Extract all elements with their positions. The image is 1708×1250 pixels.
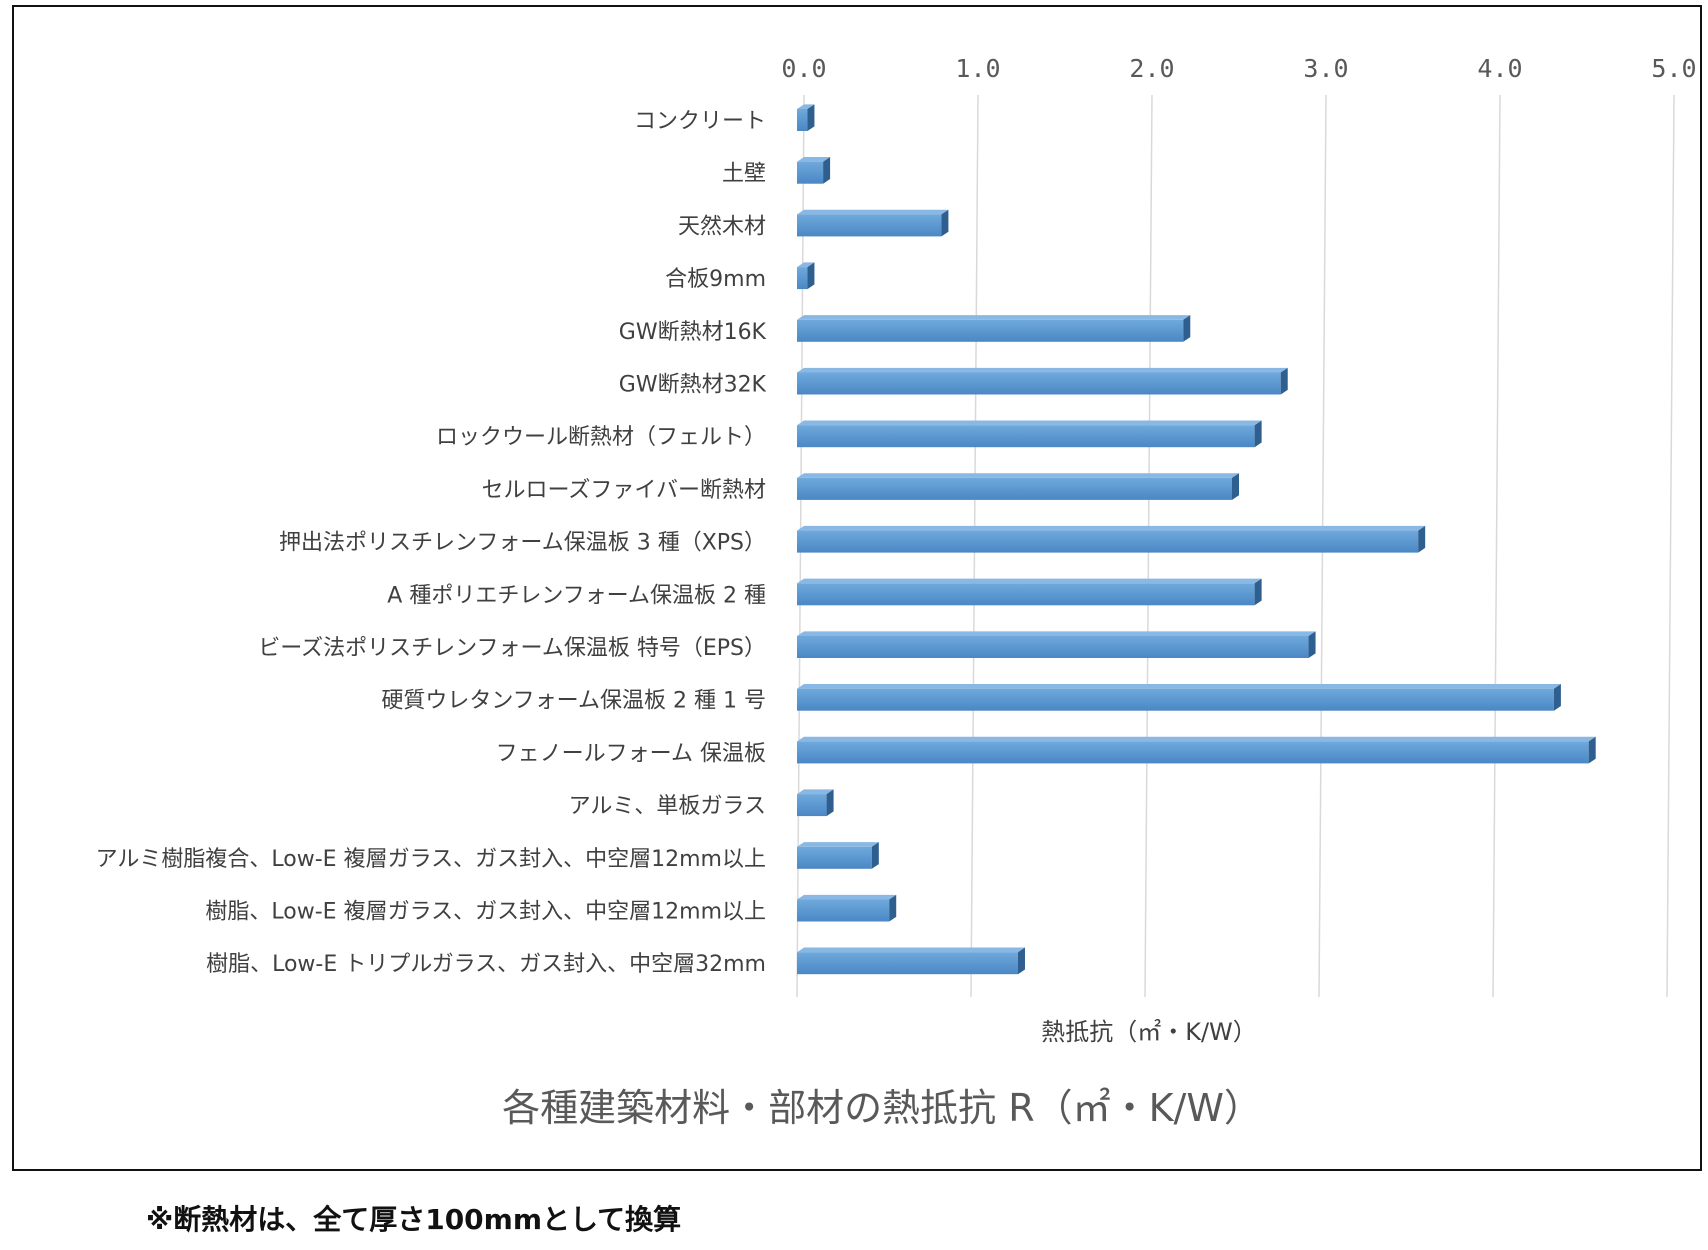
footnote: ※断熱材は、全て厚さ100mmとして換算 <box>146 1203 682 1236</box>
chart-frame: 0.0 1.0 2.0 3.0 4.0 5.0 コンクリート土壁天然木材合板9mm GW断熱… <box>12 5 1702 1171</box>
bar <box>797 473 1239 500</box>
gridline <box>1492 94 1501 998</box>
category-label: 硬質ウレタンフォーム保温板 2 種 1 号 <box>381 689 766 714</box>
category-label: A 種ポリエチレンフォーム保温板 2 種 <box>387 583 766 608</box>
x-axis-title: 熱抵抗（㎡・K/W） <box>1041 1018 1257 1046</box>
bar <box>797 525 1426 553</box>
bar <box>797 209 949 237</box>
bar <box>797 736 1596 764</box>
category-label: アルミ、単板ガラス <box>569 794 766 819</box>
bar <box>797 842 879 869</box>
category-label: ロックウール断熱材（フェルト） <box>436 425 766 450</box>
x-tick-label: 1.0 <box>955 54 1000 83</box>
category-label: 押出法ポリスチレンフォーム保温板 3 種（XPS） <box>279 531 766 556</box>
bar <box>797 262 815 290</box>
bar <box>797 947 1025 975</box>
bar <box>797 631 1316 658</box>
x-tick-label: 3.0 <box>1303 54 1348 83</box>
category-label: セルローズファイバー断熱材 <box>482 478 766 503</box>
category-label: 樹脂、Low-E 複層ガラス、ガス封入、中空層12mm以上 <box>205 900 766 925</box>
category-label: 天然木材 <box>678 214 766 239</box>
category-label: フェノールフォーム 保温板 <box>496 741 766 766</box>
bar <box>797 420 1262 448</box>
bar <box>797 894 897 922</box>
category-label: アルミ樹脂複合、Low-E 複層ガラス、ガス封入、中空層12mm以上 <box>96 847 766 872</box>
x-tick-label: 4.0 <box>1477 54 1522 83</box>
category-label: コンクリート <box>634 109 766 134</box>
category-label: ビーズ法ポリスチレンフォーム保温板 特号（EPS） <box>258 636 766 661</box>
bar <box>797 684 1561 711</box>
bar <box>797 578 1262 606</box>
chart-title: 各種建築材料・部材の熱抵抗 R（㎡・K/W） <box>502 1086 1262 1130</box>
category-label: GW断熱材16K <box>619 320 767 345</box>
bar <box>797 367 1288 395</box>
category-label: 土壁 <box>722 162 766 187</box>
x-tick-label: 0.0 <box>781 54 826 83</box>
bar <box>797 157 831 184</box>
category-label: GW断熱材32K <box>619 373 767 398</box>
x-tick-label: 2.0 <box>1129 54 1174 83</box>
bar <box>797 789 834 817</box>
category-label: 合板9mm <box>665 267 766 292</box>
bar <box>797 104 815 131</box>
gridline <box>1666 94 1675 998</box>
bar <box>797 315 1191 342</box>
category-label: 樹脂、Low-E トリプルガラス、ガス封入、中空層32mm <box>206 952 766 977</box>
x-tick-label: 5.0 <box>1651 54 1696 83</box>
